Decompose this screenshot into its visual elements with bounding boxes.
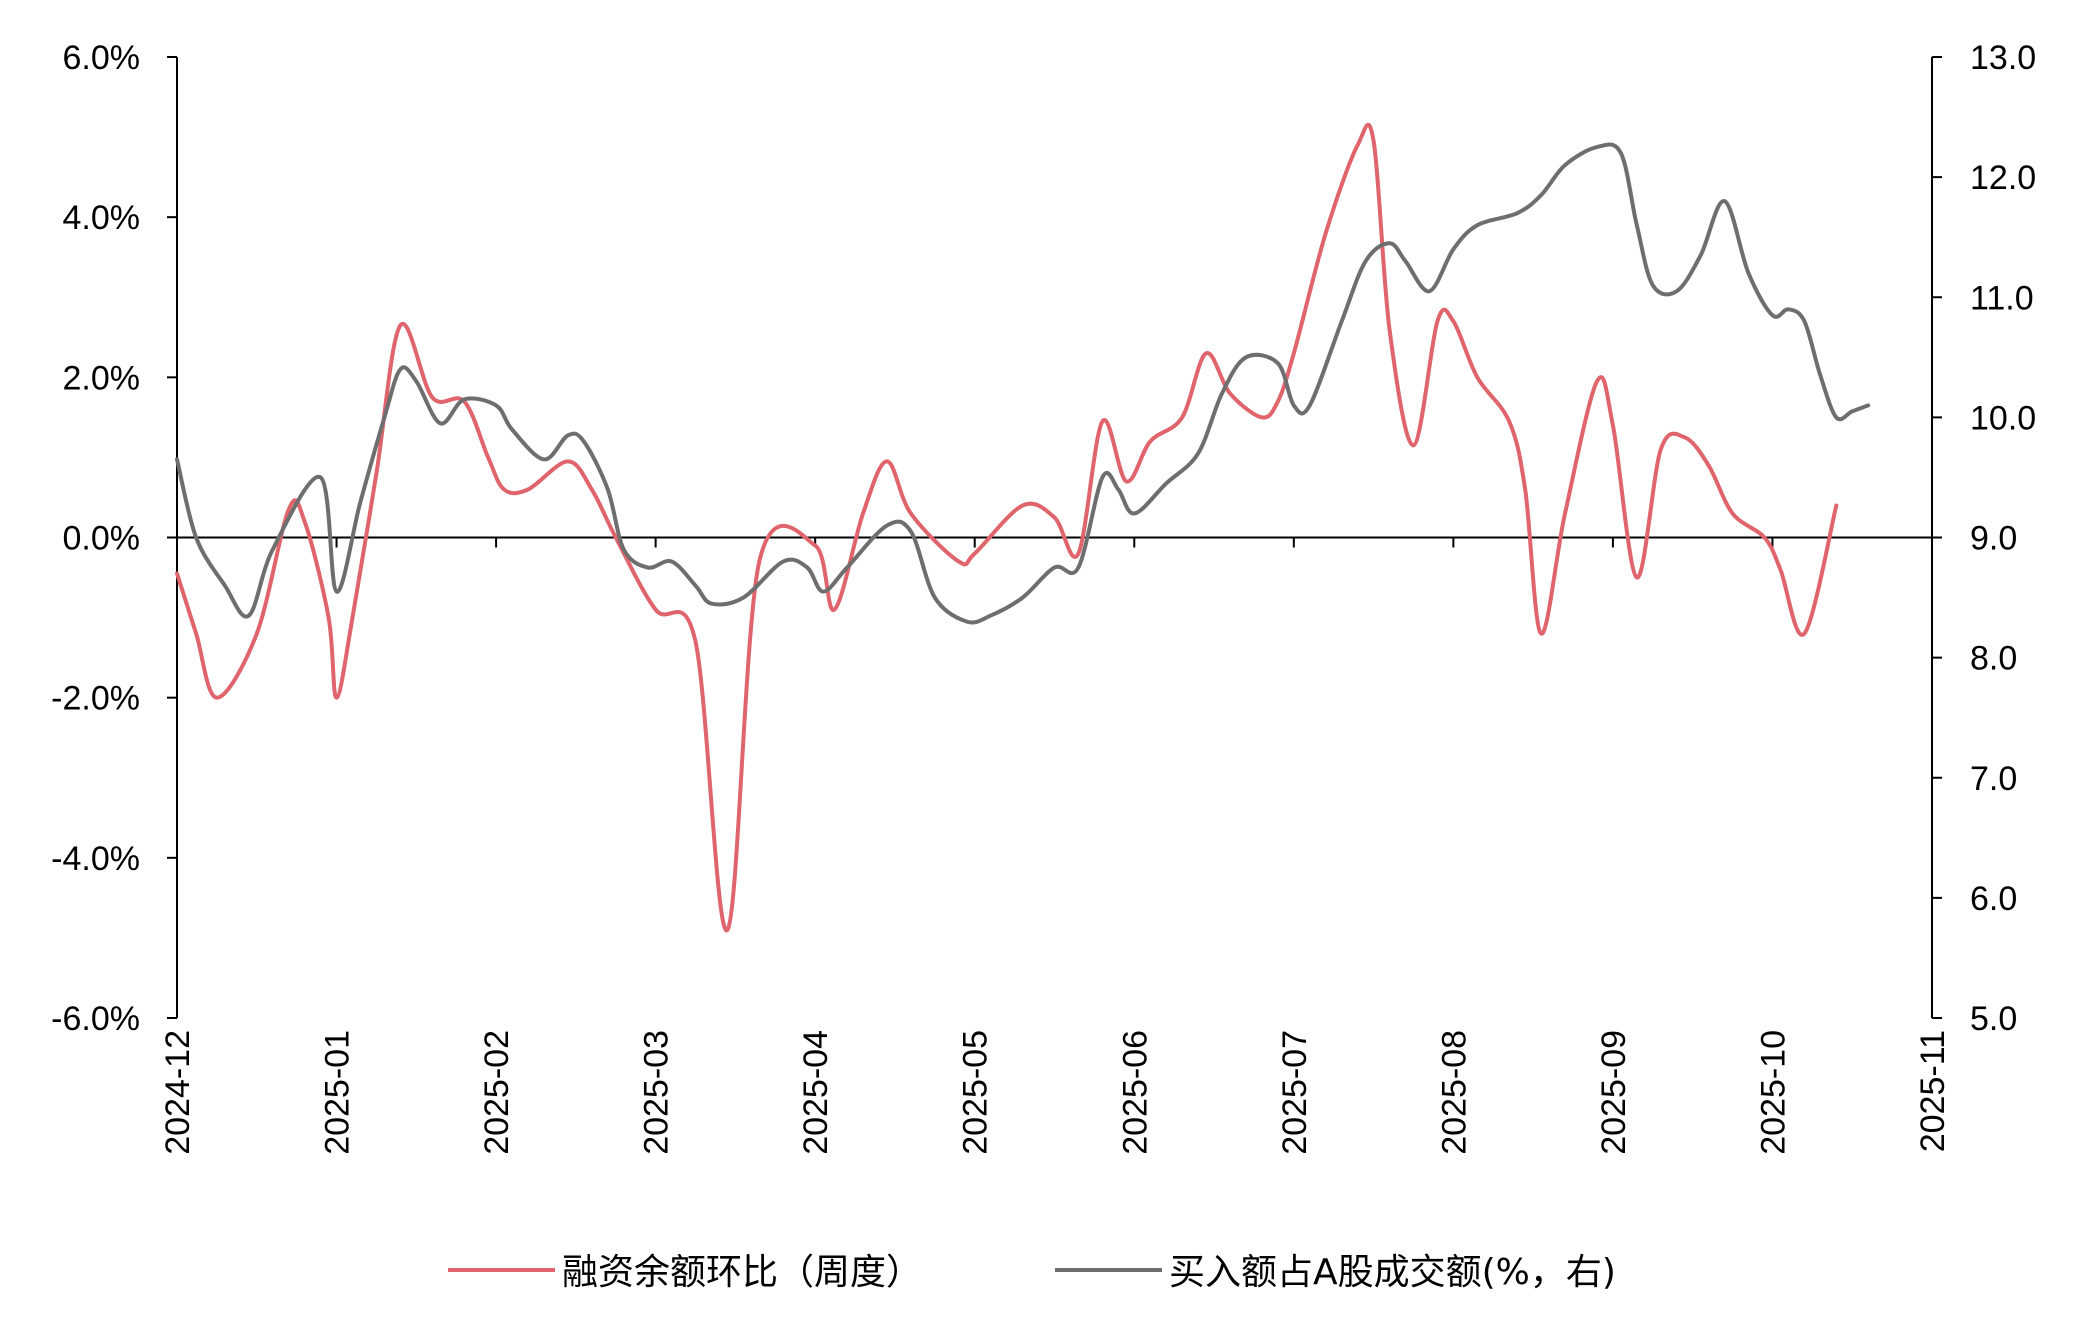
right-axis-tick-label: 6.0 [1970,880,2017,918]
x-axis-tick-label: 2025-03 [638,1030,676,1155]
left-axis-tick-label: -6.0% [51,1000,140,1038]
series-line-1 [175,123,1839,932]
left-axis-tick-label: -4.0% [51,840,140,878]
x-axis-tick-label: 2025-09 [1595,1030,1633,1155]
series-line-2 [175,142,1871,625]
x-axis-tick-label: 2025-07 [1276,1030,1314,1155]
right-axis-tick-label: 13.0 [1970,39,2036,77]
x-axis-tick-label: 2025-04 [797,1030,835,1155]
left-axis-tick-label: 2.0% [63,359,141,397]
x-axis-tick-label: 2024-12 [159,1030,197,1155]
x-axis-tick-label: 2025-05 [957,1030,995,1155]
right-axis-tick-label: 10.0 [1970,399,2036,437]
legend-label-series-2: 买入额占A股成交额(%，右) [1169,1252,1616,1293]
x-axis-tick-label: 2025-10 [1754,1030,1792,1155]
left-axis-tick-label: 0.0% [63,520,141,558]
right-axis-tick-label: 11.0 [1970,279,2034,317]
left-axis-tick-label: 4.0% [63,199,141,237]
legend-label-series-1: 融资余额环比（周度） [562,1252,922,1293]
left-axis-tick-label: 6.0% [63,39,141,77]
x-axis-tick-label: 2025-06 [1116,1030,1154,1155]
right-axis-tick-label: 5.0 [1970,1000,2017,1038]
x-axis-tick-label: 2025-01 [319,1030,357,1155]
series-lines [175,123,1871,932]
right-axis-tick-label: 9.0 [1970,520,2017,558]
right-axis-tick-label: 12.0 [1970,159,2036,197]
right-axis-tick-label: 8.0 [1970,640,2017,678]
left-axis-tick-label: -2.0% [51,680,140,718]
right-axis-tick-label: 7.0 [1970,760,2017,798]
x-axis-tick-label: 2025-08 [1435,1030,1473,1155]
axes: 6.0% 4.0% 2.0% 0.0% -2.0% -4.0% -6.0% 13.0 12.0 1… [51,39,2036,1155]
x-axis-tick-label: 2025-11 [1914,1030,1952,1152]
x-axis-tick-label: 2025-02 [478,1030,516,1155]
legend: 融资余额环比（周度） 买入额占A股成交额(%，右) [448,1252,1616,1293]
